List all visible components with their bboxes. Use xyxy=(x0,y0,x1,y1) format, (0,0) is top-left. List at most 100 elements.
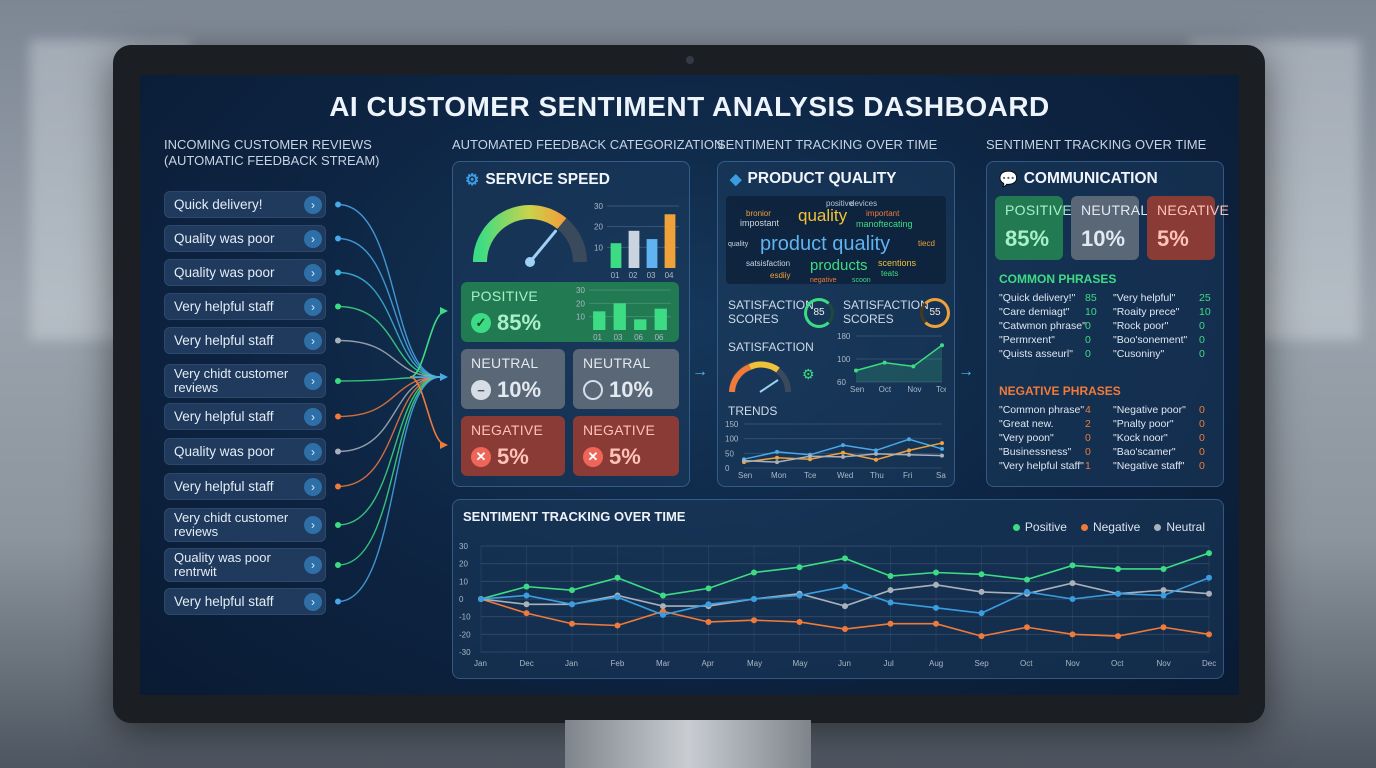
chevron-right-icon[interactable]: › xyxy=(304,263,322,282)
phrase-text: "Cusoniny" xyxy=(1113,348,1165,360)
review-item[interactable]: Very helpful staff › xyxy=(164,473,326,500)
bar xyxy=(646,239,658,268)
flow-line xyxy=(337,376,441,418)
data-point xyxy=(907,437,911,442)
data-point xyxy=(887,587,894,594)
data-point xyxy=(978,633,985,640)
chevron-right-icon[interactable]: › xyxy=(304,407,322,426)
chevron-right-icon[interactable]: › xyxy=(304,195,322,214)
flow-line xyxy=(337,339,441,378)
phrase-text: "Businessness" xyxy=(999,446,1072,458)
satisfaction-line-chart: 180 100 60 Sen Oct Nov Tce xyxy=(837,332,946,394)
review-item[interactable]: Very helpful staff › xyxy=(164,293,326,320)
chevron-right-icon[interactable]: › xyxy=(304,297,322,316)
phrase-count: 0 xyxy=(1199,432,1205,444)
phrase-count: 25 xyxy=(1199,292,1211,304)
review-item[interactable]: Quick delivery! › xyxy=(164,191,326,218)
y-tick-label: 0 xyxy=(459,595,464,604)
x-tick-label: Jan xyxy=(565,659,578,668)
x-tick-label: Sen xyxy=(738,471,752,480)
service-negative-b-value: ✕ 5% xyxy=(583,444,641,470)
flow-arrow-head xyxy=(440,307,448,315)
chevron-right-icon[interactable]: › xyxy=(304,372,322,390)
review-item[interactable]: Very helpful staff › xyxy=(164,588,326,615)
monitor-stand xyxy=(565,720,811,768)
review-text: Very helpful staff xyxy=(174,299,274,314)
flow-line xyxy=(337,376,441,526)
legend-neutral: Neutral xyxy=(1154,520,1205,534)
tracking-header-1: SENTIMENT TRACKING OVER TIME xyxy=(717,137,938,152)
negative-phrases-title: NEGATIVE PHRASES xyxy=(999,384,1121,398)
word-cloud: positive bronior important quality impostant… xyxy=(726,196,946,284)
phrase-text: "Care demiagt" xyxy=(999,306,1070,318)
review-text: Quality was poor xyxy=(174,444,275,459)
review-item[interactable]: Very chidt customer reviews › xyxy=(164,364,326,398)
phrase-text: "Negative poor" xyxy=(1113,404,1186,416)
bar xyxy=(593,311,606,330)
sentiment-tracking-panel: SENTIMENT TRACKING OVER TIME Positive Ne… xyxy=(452,499,1224,679)
review-text: Very helpful staff xyxy=(174,409,274,424)
chevron-right-icon[interactable]: › xyxy=(304,556,322,574)
review-item[interactable]: Very helpful staff › xyxy=(164,403,326,430)
flow-dot xyxy=(335,562,341,568)
review-item[interactable]: Very chidt customer reviews › xyxy=(164,508,326,542)
service-speed-bar-chart: 30 20 10 01 02 03 04 xyxy=(594,202,679,280)
chevron-right-icon[interactable]: › xyxy=(304,516,322,534)
service-speed-title-text: SERVICE SPEED xyxy=(485,171,610,188)
x-tick-label: 03 xyxy=(614,333,623,342)
review-item[interactable]: Quality was poor › xyxy=(164,225,326,252)
satisfaction-gauge xyxy=(729,361,791,393)
y-tick-label: 100 xyxy=(837,355,851,364)
data-point xyxy=(705,601,712,608)
y-tick-label: -20 xyxy=(459,630,471,639)
review-text: Very helpful staff xyxy=(174,333,274,348)
service-negative-a-label: NEGATIVE xyxy=(471,422,544,438)
y-tick-label: 10 xyxy=(594,243,603,252)
chevron-right-icon[interactable]: › xyxy=(304,331,322,350)
data-point xyxy=(1069,580,1076,587)
flow-line xyxy=(337,237,441,378)
x-tick-label: Tce xyxy=(936,385,946,394)
data-point xyxy=(874,451,878,456)
data-point xyxy=(1024,624,1030,631)
service-neutral-a-label: NEUTRAL xyxy=(471,355,539,371)
review-item[interactable]: Quality was poor › xyxy=(164,438,326,465)
y-tick-label: 10 xyxy=(459,577,468,586)
word-cloud-word: quality xyxy=(798,206,848,225)
data-point xyxy=(978,571,985,578)
tracking-title: SENTIMENT TRACKING OVER TIME xyxy=(463,509,686,524)
data-point xyxy=(842,603,848,610)
data-point xyxy=(523,601,530,608)
tracking-legend: Positive Negative Neutral xyxy=(1013,520,1205,534)
x-tick-label: Thu xyxy=(870,471,884,480)
x-tick-label: Oct xyxy=(879,385,892,394)
data-point xyxy=(660,603,666,610)
review-item[interactable]: Quality was poor › xyxy=(164,259,326,286)
data-point xyxy=(478,596,484,602)
data-point xyxy=(933,581,939,588)
phrase-text: "Quick delivery!" xyxy=(999,292,1076,304)
flow-line xyxy=(337,376,441,453)
chevron-right-icon[interactable]: › xyxy=(304,592,322,611)
data-point xyxy=(1160,565,1167,572)
review-item[interactable]: Quality was poor rentrwit › xyxy=(164,548,326,582)
y-tick-label: 20 xyxy=(576,299,585,308)
comm-negative-label: NEGATIVE xyxy=(1157,202,1230,218)
x-tick-label: 04 xyxy=(665,271,674,280)
review-text-line1: Very helpful staff xyxy=(174,479,274,494)
x-tick-label: Oct xyxy=(1020,659,1033,668)
chevron-right-icon[interactable]: › xyxy=(304,477,322,496)
flow-branch xyxy=(409,310,447,378)
data-point xyxy=(1069,596,1076,602)
data-point xyxy=(614,574,621,581)
data-point xyxy=(660,611,666,618)
word-cloud-word: tiecd xyxy=(918,239,935,248)
chevron-right-icon[interactable]: › xyxy=(304,229,322,248)
satisfaction-label: SATISFACTION xyxy=(728,340,814,354)
chevron-right-icon[interactable]: › xyxy=(304,442,322,461)
review-item[interactable]: Very helpful staff › xyxy=(164,327,326,354)
service-neutral-tile-a: NEUTRAL − 10% xyxy=(461,349,565,409)
comm-positive-value: 85% xyxy=(1005,226,1050,251)
incoming-header-line1: INCOMING CUSTOMER REVIEWS xyxy=(164,137,372,152)
phrase-count: 2 xyxy=(1085,418,1091,430)
